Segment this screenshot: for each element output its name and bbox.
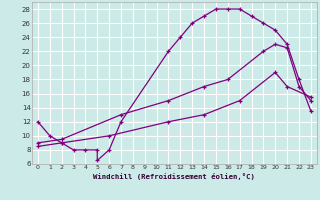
- X-axis label: Windchill (Refroidissement éolien,°C): Windchill (Refroidissement éolien,°C): [93, 173, 255, 180]
